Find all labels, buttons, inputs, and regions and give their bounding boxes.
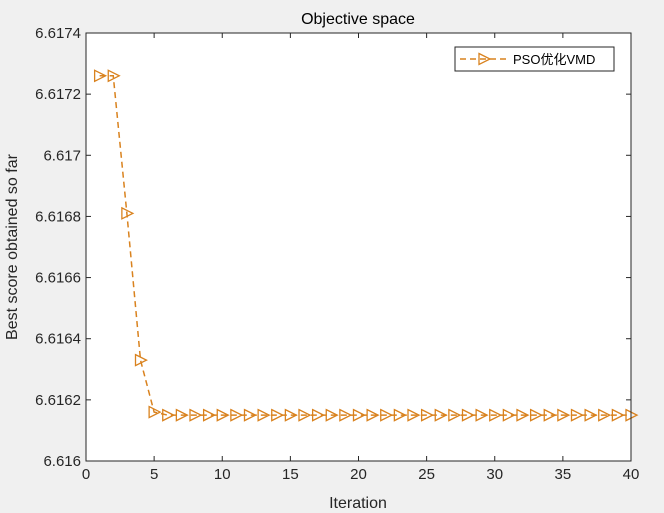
data-point [543, 408, 557, 422]
y-tick-label: 6.616 [43, 453, 81, 470]
data-point [107, 69, 121, 83]
data-point [298, 408, 312, 422]
data-point [598, 408, 612, 422]
y-tick-label: 6.6172 [35, 86, 81, 103]
legend-marker-icon [478, 52, 492, 66]
data-point [243, 408, 257, 422]
data-point [393, 408, 407, 422]
data-point [557, 408, 571, 422]
series-layer [93, 69, 639, 422]
x-tick-label: 15 [282, 466, 299, 483]
data-point [284, 408, 298, 422]
data-point [502, 408, 516, 422]
data-point [271, 408, 285, 422]
data-point [202, 408, 217, 422]
chart-title: Objective space [301, 11, 415, 28]
data-point [584, 408, 598, 422]
data-point [134, 353, 148, 367]
data-point [121, 206, 135, 220]
data-point [448, 408, 462, 422]
x-tick-label: 25 [418, 466, 435, 483]
data-point [529, 408, 544, 422]
data-point [162, 408, 176, 422]
legend-box [454, 46, 615, 72]
y-tick-label: 6.617 [43, 147, 81, 164]
data-point [420, 408, 435, 422]
plot-area [86, 33, 631, 461]
y-tick-label: 6.6168 [35, 208, 81, 225]
y-tick-label: 6.6164 [35, 331, 81, 348]
data-point [93, 69, 108, 83]
data-point [325, 408, 339, 422]
y-tick-label: 6.6174 [35, 25, 81, 42]
data-point [216, 408, 230, 422]
x-axis-label: Iteration [329, 495, 387, 512]
data-point [611, 408, 625, 422]
data-point [366, 408, 380, 422]
x-tick-label: 10 [214, 466, 231, 483]
data-point [380, 408, 394, 422]
legend: PSO优化VMD [454, 46, 615, 72]
x-tick-label: 5 [150, 466, 158, 483]
data-point [189, 408, 203, 422]
data-point [175, 408, 189, 422]
data-point [461, 408, 475, 422]
axes-box [85, 32, 632, 462]
x-tick-label: 40 [623, 466, 640, 483]
data-point [570, 408, 584, 422]
legend-entry-label: PSO优化VMD [513, 52, 595, 67]
data-point [516, 408, 530, 422]
data-point [311, 408, 326, 422]
y-tick-label: 6.6162 [35, 392, 81, 409]
data-point [257, 408, 271, 422]
data-point [352, 408, 366, 422]
x-tick-label: 35 [555, 466, 572, 483]
data-point [148, 405, 162, 419]
tick-labels-layer: 0 5 10 15 20 25 30 35 40 6.616 6.6162 6.6164 6.6166 6… [35, 25, 639, 483]
data-point [407, 408, 421, 422]
data-point [434, 408, 448, 422]
data-point [339, 408, 353, 422]
y-axis-label: Best score obtained so far [4, 153, 21, 340]
x-tick-label: 20 [350, 466, 367, 483]
data-point [489, 408, 503, 422]
data-point [475, 408, 489, 422]
y-tick-label: 6.6166 [35, 270, 81, 287]
x-tick-label: 0 [82, 466, 90, 483]
x-tick-label: 30 [486, 466, 503, 483]
data-point [230, 408, 244, 422]
